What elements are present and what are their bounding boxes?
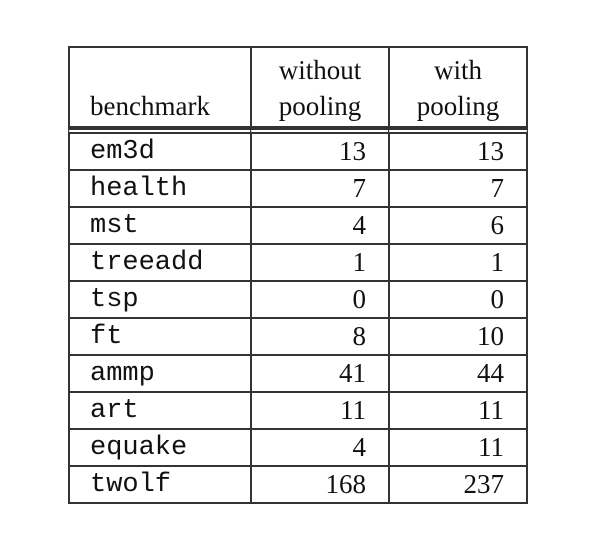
cell-benchmark: equake <box>68 430 250 467</box>
header-benchmark-line-1: benchmark <box>90 91 210 121</box>
table-row: em3d 13 13 <box>68 128 528 171</box>
cell-without-pooling: 8 <box>250 319 388 356</box>
cell-without-pooling: 4 <box>250 208 388 245</box>
header-with-pooling: with pooling <box>388 46 528 128</box>
cell-benchmark: art <box>68 393 250 430</box>
header-without-pooling-line-1: without <box>278 55 362 85</box>
table-row: mst 4 6 <box>68 208 528 245</box>
cell-with-pooling: 6 <box>388 208 528 245</box>
header-without-pooling: without pooling <box>250 46 388 128</box>
cell-with-pooling: 11 <box>388 393 528 430</box>
cell-benchmark: mst <box>68 208 250 245</box>
cell-benchmark: em3d <box>68 128 250 171</box>
benchmark-table: benchmark without pooling with pooling e… <box>68 46 528 504</box>
cell-with-pooling: 237 <box>388 467 528 504</box>
cell-benchmark: tsp <box>68 282 250 319</box>
cell-benchmark: ft <box>68 319 250 356</box>
cell-with-pooling: 10 <box>388 319 528 356</box>
cell-without-pooling: 11 <box>250 393 388 430</box>
table-row: twolf 168 237 <box>68 467 528 504</box>
table-row: tsp 0 0 <box>68 282 528 319</box>
cell-with-pooling: 7 <box>388 171 528 208</box>
cell-with-pooling: 11 <box>388 430 528 467</box>
table-row: art 11 11 <box>68 393 528 430</box>
table-row: equake 4 11 <box>68 430 528 467</box>
header-without-pooling-line-2: pooling <box>278 91 362 121</box>
cell-benchmark: ammp <box>68 356 250 393</box>
cell-with-pooling: 1 <box>388 245 528 282</box>
cell-without-pooling: 168 <box>250 467 388 504</box>
table-header-row: benchmark without pooling with pooling <box>68 46 528 128</box>
cell-benchmark: twolf <box>68 467 250 504</box>
table-row: health 7 7 <box>68 171 528 208</box>
cell-with-pooling: 13 <box>388 128 528 171</box>
cell-without-pooling: 4 <box>250 430 388 467</box>
cell-with-pooling: 44 <box>388 356 528 393</box>
cell-without-pooling: 1 <box>250 245 388 282</box>
cell-without-pooling: 0 <box>250 282 388 319</box>
cell-without-pooling: 7 <box>250 171 388 208</box>
table-row: ammp 41 44 <box>68 356 528 393</box>
table-body: em3d 13 13 health 7 7 mst 4 6 treeadd 1 1 tsp 0 0 ft 8 10… <box>68 128 528 504</box>
table-row: ft 8 10 <box>68 319 528 356</box>
cell-without-pooling: 13 <box>250 128 388 171</box>
header-with-pooling-line-2: pooling <box>416 91 500 121</box>
cell-benchmark: health <box>68 171 250 208</box>
cell-without-pooling: 41 <box>250 356 388 393</box>
header-with-pooling-line-1: with <box>433 55 482 85</box>
cell-benchmark: treeadd <box>68 245 250 282</box>
cell-with-pooling: 0 <box>388 282 528 319</box>
header-benchmark: benchmark <box>68 46 250 128</box>
table-row: treeadd 1 1 <box>68 245 528 282</box>
benchmark-table-container: benchmark without pooling with pooling e… <box>68 46 528 504</box>
